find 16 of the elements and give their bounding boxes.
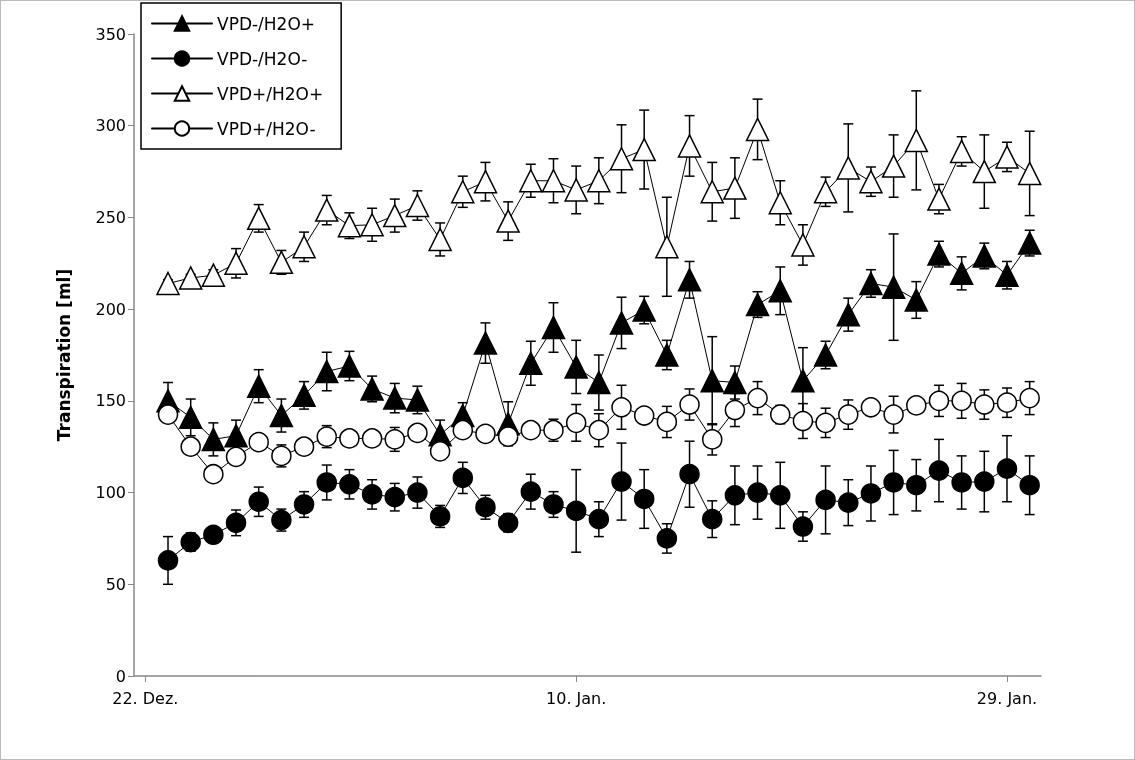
y-tick-label: 100 <box>95 483 126 503</box>
legend-label: VPD+/H2O- <box>217 118 316 139</box>
legend-label: VPD-/H2O- <box>217 48 308 69</box>
y-tick-label: 200 <box>95 299 126 319</box>
x-tick-label: 22. Dez. <box>112 688 179 708</box>
x-tick-label: 10. Jan. <box>546 688 607 708</box>
legend-label: VPD+/H2O+ <box>217 83 324 104</box>
y-tick-label: 0 <box>115 666 126 686</box>
x-tick-label: 29. Jan. <box>976 688 1038 708</box>
y-axis-title: Transpiration [ml] <box>53 268 74 442</box>
y-tick-label: 50 <box>105 574 126 594</box>
y-tick-label: 150 <box>95 391 126 411</box>
legend-label: VPD-/H2O+ <box>217 13 316 34</box>
y-tick-label: 300 <box>95 116 126 136</box>
y-tick-label: 250 <box>95 207 126 227</box>
y-tick-label: 350 <box>95 24 126 44</box>
